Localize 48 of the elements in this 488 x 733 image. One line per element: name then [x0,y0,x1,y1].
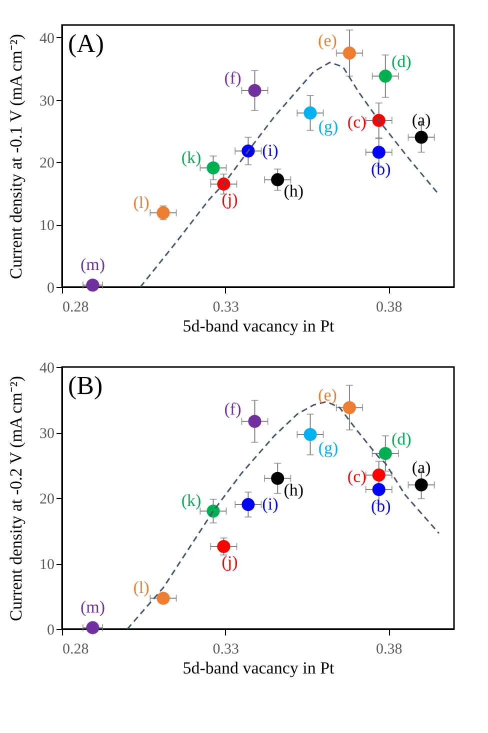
y-tick-label: 20 [40,492,54,508]
annotation: (l) [133,578,150,598]
annotation: (l) [133,192,150,212]
x-axis-title: 5d-band vacancy in Pt [182,316,335,336]
chart-title: (B) [68,371,103,400]
chart-title: (A) [68,29,104,58]
annotation: (i) [262,141,278,160]
x-axis-title: 5d-band vacancy in Pt [182,658,335,678]
y-tick-label: 0 [47,622,54,638]
annotation: (b) [370,159,391,178]
annotation: (m) [80,598,105,617]
y-axis-title: Current density at -0.2 V (mA cm⁻²) [6,376,26,622]
y-tick-label: 30 [40,426,54,442]
y-tick-label: 20 [40,156,54,172]
annotation: (e) [318,386,337,405]
x-tick-label: 0.38 [376,300,402,316]
annotation: (b) [370,496,391,516]
annotation: (c) [347,467,366,486]
annotation: (j) [222,552,238,572]
annotation: (h) [284,480,304,500]
y-tick-label: 10 [40,557,54,573]
annotation: (a) [412,110,431,130]
y-tick-label: 40 [40,360,54,376]
x-tick-label: 0.28 [62,642,89,658]
annotation: (g) [318,116,338,136]
annotation: (i) [262,494,278,514]
annotation: (h) [284,182,304,201]
y-tick-label: 10 [40,218,54,234]
x-tick-label: 0.38 [376,642,402,658]
annotation: (c) [347,112,366,132]
y-tick-label: 40 [40,30,54,47]
annotation: (f) [224,399,242,418]
x-tick-label: 0.33 [212,642,239,658]
y-axis-title: Current density at -0.1 V (mA cm⁻²) [6,34,26,280]
annotation: (g) [318,438,338,458]
x-tick-label: 0.33 [212,300,239,316]
annotation: (k) [181,491,202,510]
annotation: (d) [391,52,412,72]
y-tick-label: 30 [40,93,54,110]
annotation: (j) [222,190,238,210]
y-tick-label: 0 [47,280,54,296]
annotation: (m) [80,255,105,274]
annotation: (k) [181,148,202,167]
annotation: (d) [391,429,412,448]
annotation: (f) [224,68,242,88]
annotation: (e) [318,31,337,50]
annotation: (a) [412,458,431,477]
x-tick-label: 0.28 [62,300,89,316]
